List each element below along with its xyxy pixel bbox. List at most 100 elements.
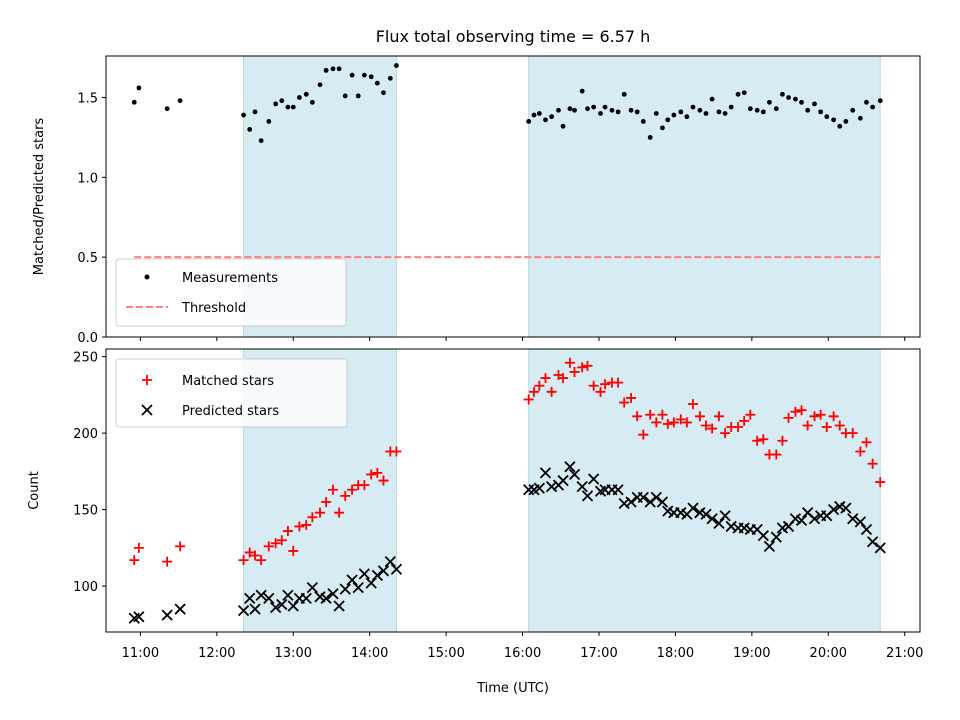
predicted-star-point	[847, 513, 859, 525]
matched-star-point	[707, 423, 718, 434]
matched-star-point	[347, 484, 358, 495]
matched-star-point	[700, 420, 711, 431]
measurement-point	[252, 109, 258, 115]
predicted-star-point	[713, 517, 725, 530]
predicted-star-point	[795, 514, 808, 526]
predicted-star-point	[263, 592, 275, 604]
top-y-ticks: 0.0 0.5 1.0 1.5	[77, 92, 106, 346]
predicted-star-point	[545, 481, 558, 493]
predicted-star-point	[587, 473, 600, 485]
matched-star-point	[867, 458, 878, 469]
measurement-point	[671, 112, 677, 118]
measurement-point	[526, 119, 532, 124]
predicted-star-point	[637, 491, 649, 504]
top-y-tick-label: 1.0	[77, 171, 98, 186]
predicted-star-point	[568, 468, 581, 481]
matched-star-point	[855, 446, 866, 457]
measurement-point	[735, 91, 741, 97]
measurement-point	[805, 107, 811, 113]
measurement-point	[549, 114, 554, 120]
measurement-point	[303, 91, 309, 97]
matched-star-point	[588, 380, 599, 391]
measurement-point	[556, 107, 561, 113]
measurement-point	[660, 125, 665, 131]
top-shaded-intervals	[243, 55, 881, 338]
top-legend-box	[115, 258, 347, 327]
measurement-point	[678, 109, 684, 115]
predicted-star-point	[287, 600, 299, 612]
measurement-point	[394, 63, 399, 68]
count-series	[129, 358, 886, 624]
x-tick-label: 13:00	[275, 646, 312, 661]
predicted-star-point	[866, 536, 879, 548]
measurement-point	[716, 109, 722, 115]
measurement-point	[131, 99, 137, 105]
predicted-star-point	[564, 461, 576, 473]
predicted-star-point	[333, 600, 345, 612]
measurement-point	[602, 104, 608, 110]
measurement-point	[690, 104, 696, 110]
top-y-tick-label: 0.0	[77, 331, 98, 346]
measurement-point	[560, 123, 566, 129]
predicted-star-point	[874, 542, 886, 554]
predicted-star-point	[133, 611, 145, 623]
measurement-point	[323, 67, 329, 73]
matched-star-point	[613, 377, 624, 388]
predicted-star-point	[320, 592, 332, 604]
matched-star-point	[657, 409, 668, 420]
matched-star-point	[847, 428, 858, 439]
matched-star-point	[340, 490, 351, 501]
measurements-series	[131, 63, 883, 144]
matched-star-point	[238, 555, 249, 566]
measurement-point	[285, 104, 291, 110]
predicted-star-point	[581, 490, 594, 502]
matched-star-point	[534, 380, 545, 391]
matched-star-point	[783, 412, 794, 423]
matched-star-point	[626, 392, 637, 403]
matched-star-point	[378, 475, 389, 486]
matched-star-point	[328, 484, 339, 495]
predicted-star-point	[644, 496, 656, 508]
measurement-point	[647, 135, 653, 140]
measurement-point	[177, 98, 183, 104]
bottom-y-tick-label: 200	[73, 427, 98, 442]
measurement-point	[585, 106, 590, 112]
matched-star-point	[372, 467, 383, 478]
bottom-y-ticks: 100 150 200 250	[73, 351, 106, 595]
measurement-point	[634, 109, 640, 115]
matched-star-point	[668, 417, 679, 428]
bottom-panel: 11:00 12:00 13:00 14:00 15:00 16:00 17:00 18:00…	[27, 349, 923, 696]
measurement-point	[857, 115, 863, 121]
predicted-star-point	[757, 529, 769, 542]
matched-star-point	[802, 420, 813, 431]
measurement-point	[640, 119, 646, 124]
matched-star-point	[796, 405, 807, 416]
matched-star-point	[600, 379, 611, 390]
measurement-point	[747, 106, 753, 112]
measurement-point	[342, 93, 348, 99]
bottom-y-tick-label: 150	[73, 504, 98, 519]
predicted-star-point	[255, 589, 267, 601]
predicted-star-point	[700, 508, 712, 520]
legend-marker-matched	[142, 375, 152, 385]
measurement-point	[864, 99, 869, 105]
top-legend: Measurements Threshold	[115, 258, 347, 327]
matched-star-point	[558, 373, 569, 384]
bottom-plot-frame	[105, 348, 921, 633]
chart-title: Flux total observing time = 6.57 h	[376, 27, 651, 46]
matched-star-point	[569, 366, 580, 377]
measurement-point	[330, 66, 336, 72]
matched-star-point	[263, 541, 274, 552]
legend-marker-predicted	[141, 404, 153, 416]
measurement-point	[241, 112, 246, 118]
matched-star-point	[777, 435, 788, 446]
matched-star-point	[739, 415, 750, 426]
measurement-point	[767, 99, 772, 105]
top-x-ticks	[139, 337, 906, 341]
matched-star-point	[175, 541, 186, 552]
matched-star-point	[366, 469, 377, 480]
measurement-point	[628, 107, 634, 113]
matched-star-point	[713, 411, 724, 422]
measurement-point	[684, 114, 690, 120]
